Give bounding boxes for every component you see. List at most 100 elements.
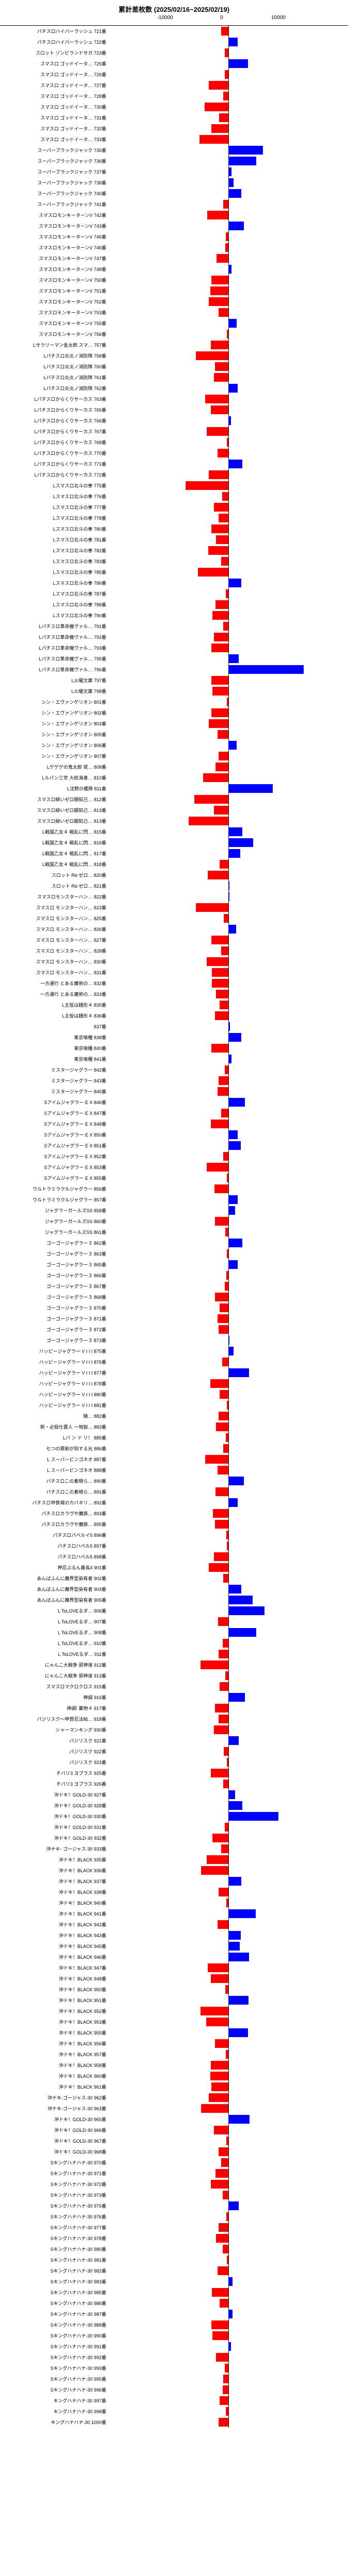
bar xyxy=(223,2191,228,2199)
row-plot xyxy=(108,1681,348,1692)
row-plot xyxy=(108,437,348,448)
bar xyxy=(225,243,228,252)
row-label: Lスマスロ北斗の拳 783番 xyxy=(0,558,108,565)
zero-line xyxy=(228,1108,229,1118)
bar xyxy=(226,232,228,241)
bar xyxy=(228,1585,242,1594)
table-row: キングハナハナ-30 997番 xyxy=(0,2395,348,2406)
table-row: 沖ドキ！GOLD-30 927番 xyxy=(0,1789,348,1800)
table-row: Lスマスロ北斗の拳 781番 xyxy=(0,534,348,545)
bar xyxy=(228,665,304,674)
row-label: スマスロモンキーターンV 747番 xyxy=(0,255,108,262)
table-row: パチスロカラヴや魔族… 893番 xyxy=(0,1508,348,1519)
bar xyxy=(228,146,263,155)
bar xyxy=(228,849,240,858)
row-plot xyxy=(108,1995,348,2006)
zero-line xyxy=(228,2071,229,2081)
row-plot xyxy=(108,1465,348,1476)
zero-line xyxy=(228,1043,229,1054)
zero-line xyxy=(228,2136,229,2146)
zero-line xyxy=(228,1573,229,1584)
table-row: パチスロハイパーラッシュ 721番 xyxy=(0,26,348,37)
row-plot xyxy=(108,329,348,340)
row-label: Lパチスロ革命機ヴァル… 796番 xyxy=(0,666,108,673)
zero-line xyxy=(228,686,229,697)
bar xyxy=(228,1130,238,1139)
row-label: Sアイムジャグラー E X 848番 xyxy=(0,1121,108,1127)
row-label: L戦国乙女４ 戦乱に閃… 816番 xyxy=(0,839,108,846)
bar xyxy=(228,1239,243,1247)
row-label: Sキングハナハナ-30 990番 xyxy=(0,2332,108,2339)
bar xyxy=(226,2212,228,2221)
row-label: Sアイムジャグラー E X 853番 xyxy=(0,1164,108,1171)
row-plot xyxy=(108,296,348,307)
row-label: Lスマスロ北斗の拳 781番 xyxy=(0,536,108,543)
table-row: スマスロモンキーターンV 756番 xyxy=(0,329,348,340)
row-label: スマスロ緋いゼロ銀知己… 813番 xyxy=(0,818,108,824)
row-label: にゃんこ大戦争 邪神道 912番 xyxy=(0,1662,108,1668)
row-plot xyxy=(108,859,348,870)
table-row: スマスロ ゴッドイータ… 725番 xyxy=(0,58,348,69)
row-label: ゴーゴージャグラー３ 863番 xyxy=(0,1250,108,1257)
bar xyxy=(205,103,228,111)
table-row: Sキングハナハナ-30 993番 xyxy=(0,2363,348,2374)
table-row: Sキングハナハナ-30 970番 xyxy=(0,2157,348,2168)
row-plot xyxy=(108,1118,348,1129)
row-label: L主役は銭形４ 835番 xyxy=(0,1002,108,1008)
table-row: ハッピージャグラー V I I I 878番 xyxy=(0,1378,348,1389)
table-row: パジリスク～甲賀忍法帖… 918番 xyxy=(0,1714,348,1724)
row-label: パチスロカラヴや魔族… 893番 xyxy=(0,1510,108,1517)
bar xyxy=(209,719,228,728)
bar xyxy=(219,1888,228,1896)
row-label: ゴーゴージャグラー３ 871番 xyxy=(0,1315,108,1322)
row-plot xyxy=(108,2092,348,2103)
bar xyxy=(228,1942,240,1951)
zero-line xyxy=(228,967,229,978)
table-row: Sアイムジャグラー E X 846番 xyxy=(0,1097,348,1108)
bar xyxy=(228,925,236,934)
table-row: Sキングハナハナ-30 975番 xyxy=(0,2200,348,2211)
row-plot xyxy=(108,318,348,329)
row-label: Lスマスロ北斗の拳 777番 xyxy=(0,504,108,511)
row-plot xyxy=(108,837,348,848)
row-label: 沖ドキ！BLACK 952番 xyxy=(0,2008,108,2014)
table-row: スマスロモンスターハン… 822番 xyxy=(0,891,348,902)
row-label: スマスロ モンスターハン… 830番 xyxy=(0,958,108,965)
row-label: スマスロモンキーターンV 742番 xyxy=(0,212,108,218)
table-row: 沖ドキ！BLACK 950番 xyxy=(0,1984,348,1995)
zero-line xyxy=(228,1443,229,1454)
table-row: スマスロ ゴッドイータ… 727番 xyxy=(0,80,348,91)
row-plot xyxy=(108,1519,348,1530)
table-row: Sアイムジャグラー E X 851番 xyxy=(0,1140,348,1151)
bar xyxy=(225,1282,228,1291)
row-label: ミスタージャグラー 842番 xyxy=(0,1066,108,1073)
bar xyxy=(211,524,228,533)
row-label: 沖ドキ！BLACK 951番 xyxy=(0,1997,108,2004)
row-plot xyxy=(108,2309,348,2319)
row-plot xyxy=(108,2125,348,2136)
row-label: スロット Re:ゼロ… 821番 xyxy=(0,883,108,889)
table-row: Lスマスロ北斗の拳 778番 xyxy=(0,513,348,523)
row-label: スマスロ モンスターハン… 823番 xyxy=(0,904,108,911)
table-row: ミスタージャグラー 845番 xyxy=(0,1086,348,1097)
row-plot xyxy=(108,1724,348,1735)
bar xyxy=(211,2320,228,2329)
table-row: 沖ドキ！BLACK 960番 xyxy=(0,2071,348,2081)
row-plot xyxy=(108,1833,348,1843)
bar xyxy=(211,2180,228,2189)
table-row: Sキングハナハナ-30 996番 xyxy=(0,2384,348,2395)
bar xyxy=(208,1963,228,1972)
row-plot xyxy=(108,1173,348,1183)
row-plot xyxy=(108,69,348,80)
row-plot xyxy=(108,1854,348,1865)
bar xyxy=(228,838,254,847)
table-row: Lパチスロ炎炎ノ消防隊 761番 xyxy=(0,372,348,383)
zero-line xyxy=(228,2157,229,2168)
row-label: 837番 xyxy=(0,1023,108,1030)
bar xyxy=(227,1249,228,1258)
row-label: スマスロ ゴッドイータ… 730番 xyxy=(0,104,108,110)
table-row: パチスロカラヴや魔族… 895番 xyxy=(0,1519,348,1530)
table-row: Sアイムジャグラー E X 855番 xyxy=(0,1173,348,1183)
bar xyxy=(228,1628,257,1637)
zero-line xyxy=(228,307,229,318)
